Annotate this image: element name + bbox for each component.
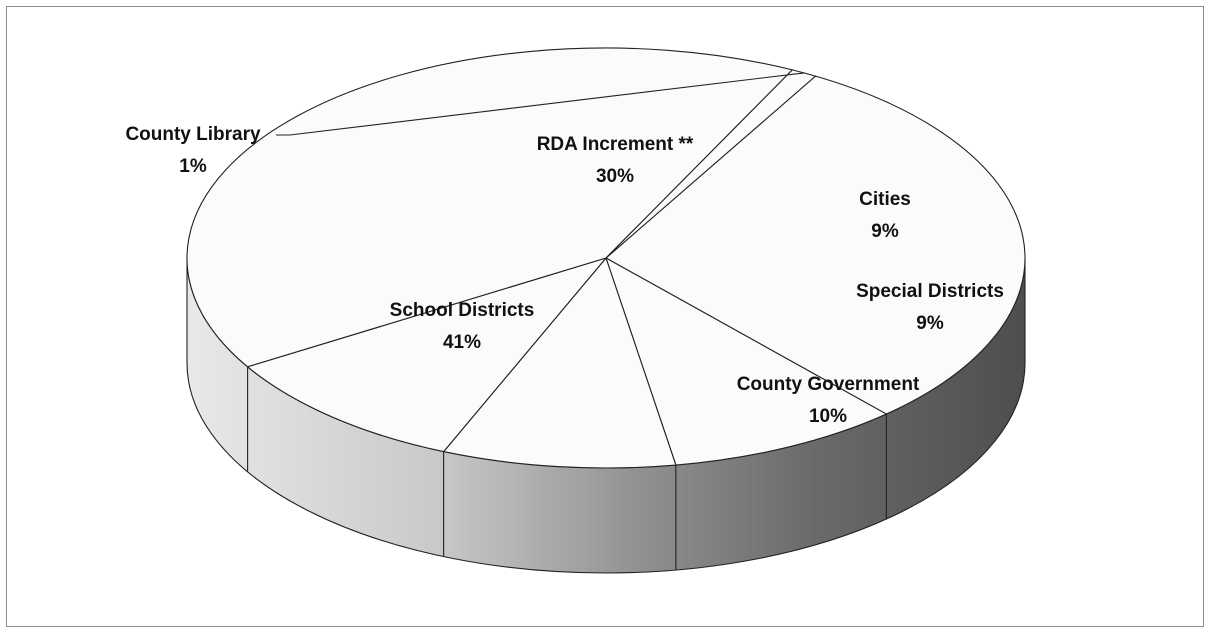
slice-label-county-library: County Library: [125, 124, 261, 145]
slice-label-cities: Cities: [859, 189, 911, 210]
county-library-leader-line: [276, 72, 805, 136]
pie-slice-special-districts: [442, 256, 677, 469]
slice-value-county-government: 10%: [809, 406, 847, 427]
slice-label-special-districts: Special Districts: [856, 281, 1004, 302]
slice-value-rda-increment: 30%: [596, 166, 634, 187]
slice-value-county-library: 1%: [179, 156, 207, 177]
slice-value-school-districts: 41%: [443, 332, 481, 353]
slice-value-special-districts: 9%: [916, 313, 944, 334]
slice-label-school-districts: School Districts: [390, 300, 535, 321]
pie-slice-rda-increment: [605, 75, 1026, 415]
slice-label-rda-increment: RDA Increment **: [537, 134, 694, 155]
pie-top-face: [186, 47, 1026, 469]
pie-slice-cities: [605, 256, 888, 466]
slice-value-cities: 9%: [871, 221, 899, 242]
pie-slice-county-government: [246, 256, 608, 453]
slice-label-county-government: County Government: [737, 374, 920, 395]
pie-slice-school-districts: [186, 47, 794, 368]
pie-labels: RDA Increment ** 30% Cities 9% Special Distr…: [125, 72, 1004, 427]
